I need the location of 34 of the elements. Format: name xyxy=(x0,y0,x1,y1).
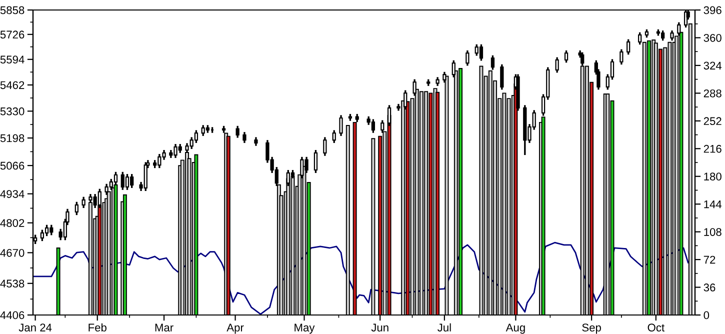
y-tick-label: 4538 xyxy=(0,280,24,288)
x-tick-label: Feb xyxy=(88,323,106,332)
y2-tick-label: 396 xyxy=(704,6,722,14)
x-tick-label: Mar xyxy=(155,324,174,332)
y2-tick-label: 72 xyxy=(704,256,716,264)
y-tick-label: 4406 xyxy=(0,311,24,320)
y2-tick-label: 288 xyxy=(704,89,722,98)
y2-tick-label: 216 xyxy=(704,144,722,153)
x-tick-label: Jan 24 xyxy=(18,324,52,332)
y-tick-label: 5726 xyxy=(0,30,24,39)
x-tick-label: Oct xyxy=(648,324,664,332)
y2-tick-label: 324 xyxy=(704,62,722,70)
y-tick-label: 5462 xyxy=(0,81,24,90)
y2-tick-label: 108 xyxy=(704,228,722,236)
x-tick-label: Sep xyxy=(582,324,601,334)
y2-tick-label: 144 xyxy=(704,200,722,208)
x-tick-label: Aug xyxy=(506,324,525,334)
x-tick-label: Jul xyxy=(438,323,451,332)
y2-tick-label: 36 xyxy=(704,284,716,292)
x-tick-label: Jun xyxy=(371,324,388,332)
y-tick-label: 5330 xyxy=(0,107,24,116)
y-tick-label: 5594 xyxy=(0,56,24,64)
y-tick-label: 5066 xyxy=(0,162,24,170)
y2-tick-label: 360 xyxy=(704,34,722,42)
y-tick-label: 5198 xyxy=(0,134,24,142)
y2-tick-label: 0 xyxy=(704,311,710,320)
y2-tick-label: 180 xyxy=(704,172,722,180)
x-tick-label: Apr xyxy=(226,324,244,334)
y-tick-label: 4934 xyxy=(0,190,24,198)
y2-tick-label: 252 xyxy=(704,117,722,126)
y-tick-label: 4802 xyxy=(0,219,24,227)
x-tick-label: May xyxy=(294,324,315,334)
y-tick-label: 5858 xyxy=(0,6,24,14)
y-tick-label: 4670 xyxy=(0,248,24,257)
